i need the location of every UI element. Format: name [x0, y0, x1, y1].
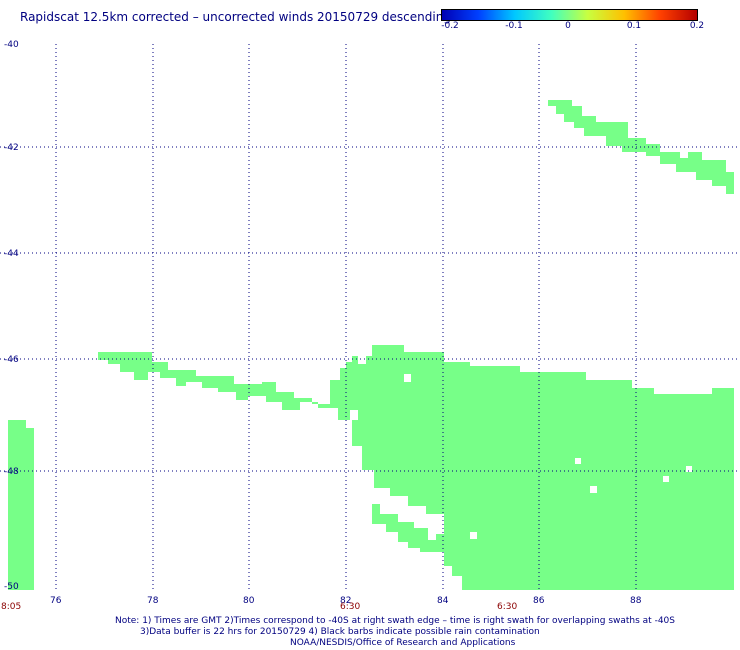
lon-label: 84 [437, 596, 449, 606]
wind-swath-main [352, 345, 734, 590]
time-label: 6:30 [497, 602, 517, 612]
map-title: Rapidscat 12.5km corrected – uncorrected… [20, 10, 451, 24]
lat-label: -44 [4, 249, 19, 259]
wind-map: -40 -42 -44 -46 -48 -50 76 78 80 82 84 8… [0, 40, 740, 612]
lat-label: -42 [4, 143, 19, 153]
lat-label: -50 [4, 582, 19, 592]
lon-label: 82 [340, 596, 351, 606]
data-gap [575, 458, 581, 464]
lat-label: -48 [4, 467, 19, 477]
lon-label: 76 [50, 596, 62, 606]
latitude-labels: -40 -42 -44 -46 -48 -50 [4, 40, 19, 592]
note-line-1: Note: 1) Times are GMT 2)Times correspon… [115, 616, 675, 626]
wind-streak-lower [372, 504, 436, 552]
data-gap [686, 466, 692, 472]
wind-data-layer [8, 100, 734, 590]
lon-label: 80 [243, 596, 255, 606]
colorbar-label: 0 [565, 21, 571, 31]
lon-label: 78 [147, 596, 159, 606]
grid-lines [0, 44, 740, 590]
lon-label: 88 [630, 596, 642, 606]
data-gap [470, 532, 477, 539]
colorbar [441, 9, 698, 21]
time-labels: 8:05 6:30 6:30 [1, 602, 517, 612]
note-line-3: NOAA/NESDIS/Office of Research and Appli… [290, 638, 516, 648]
lat-label: -46 [4, 355, 19, 365]
wind-swath-left [8, 420, 34, 590]
time-label: 6:30 [340, 602, 360, 612]
lat-label: -40 [4, 40, 19, 50]
time-label: 8:05 [1, 602, 21, 612]
colorbar-label: -0.2 [441, 21, 459, 31]
lon-label: 86 [533, 596, 545, 606]
wind-streak-west [98, 352, 358, 420]
longitude-labels: 76 78 80 82 84 86 88 [50, 596, 642, 606]
colorbar-label: 0.2 [689, 21, 705, 31]
data-gap [404, 374, 411, 382]
colorbar-label: 0.1 [626, 21, 642, 31]
data-gap [590, 486, 597, 493]
note-line-2: 3)Data buffer is 22 hrs for 20150729 4) … [140, 627, 540, 637]
data-gap [663, 476, 669, 482]
colorbar-label: -0.1 [505, 21, 523, 31]
